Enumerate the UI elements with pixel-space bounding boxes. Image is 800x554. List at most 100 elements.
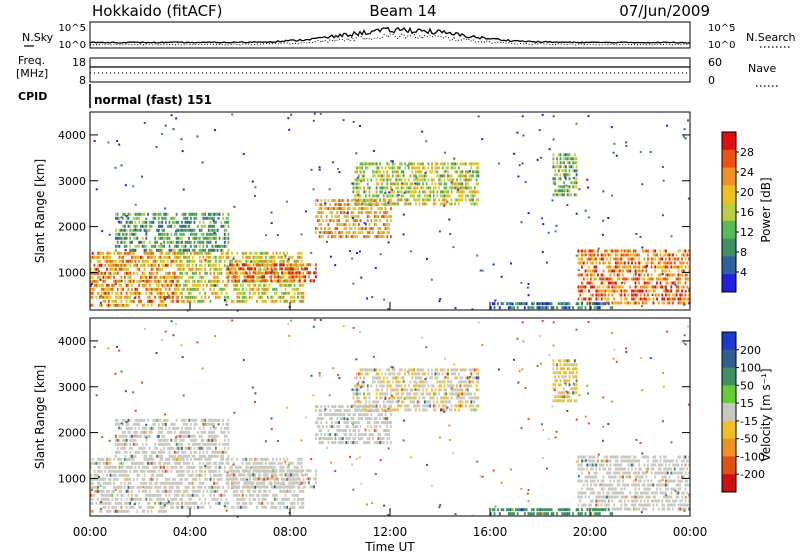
- power-cell: [575, 169, 578, 173]
- velocity-cell: [172, 465, 174, 469]
- power-cell: [522, 302, 524, 306]
- power-cell: [218, 267, 221, 271]
- velocity-cell: [132, 505, 135, 509]
- velocity-cell: [218, 450, 221, 454]
- power-cell: [432, 198, 435, 202]
- power-cell: [509, 302, 512, 306]
- velocity-cell: [213, 477, 215, 481]
- power-cell: [443, 174, 446, 178]
- power-cell: [248, 275, 251, 279]
- velocity-cell: [298, 485, 301, 489]
- power-cell: [252, 259, 255, 263]
- velocity-cell: [145, 497, 148, 501]
- velocity-cell: [275, 469, 278, 473]
- velocity-cell: [104, 481, 107, 485]
- power-cell: [586, 269, 589, 273]
- velocity-cell: [202, 461, 205, 465]
- power-cell: [352, 186, 355, 190]
- power-cell: [170, 232, 173, 236]
- power-cell: [209, 236, 212, 240]
- power-cell: [213, 216, 215, 220]
- colorbar-swatch: [722, 238, 736, 257]
- power-cell: [622, 261, 624, 265]
- velocity-cell: [97, 469, 99, 473]
- power-cell: [584, 297, 587, 301]
- power-cell: [659, 273, 662, 277]
- velocity-cell: [331, 441, 333, 445]
- velocity-cell: [166, 469, 169, 473]
- power-cell: [457, 174, 460, 178]
- power-cell: [650, 273, 653, 277]
- power-cell: [150, 244, 153, 248]
- power-cell: [222, 251, 224, 255]
- power-cell: [293, 279, 296, 283]
- power-cell: [125, 215, 128, 217]
- velocity-cell: [188, 461, 190, 465]
- velocity-cell: [216, 450, 219, 454]
- power-cell: [601, 233, 604, 236]
- power-cell: [272, 299, 274, 303]
- cpid-value: normal (fast) 151: [94, 93, 212, 107]
- power-cell: [418, 178, 421, 182]
- velocity-cell: [325, 413, 328, 417]
- power-cell: [193, 228, 196, 232]
- power-cell: [198, 228, 201, 232]
- velocity-cell: [254, 477, 257, 481]
- power-cell: [463, 190, 465, 194]
- power-cell: [507, 302, 510, 306]
- velocity-cell: [152, 505, 155, 509]
- power-cell: [315, 199, 317, 203]
- power-cell: [306, 263, 308, 267]
- power-cell: [356, 190, 358, 194]
- power-cell: [679, 281, 682, 285]
- power-cell: [573, 161, 576, 165]
- power-cell: [641, 246, 644, 249]
- velocity-cell: [348, 413, 351, 417]
- velocity-cell: [291, 473, 294, 477]
- velocity-cell: [186, 457, 189, 461]
- velocity-cell: [334, 437, 337, 441]
- velocity-cell: [266, 493, 269, 497]
- power-cell: [602, 269, 605, 273]
- power-cell: [263, 251, 265, 255]
- power-cell: [434, 202, 437, 206]
- power-cell: [470, 194, 473, 198]
- power-cell: [590, 253, 592, 257]
- velocity-cell: [138, 446, 140, 450]
- power-cell: [609, 289, 612, 293]
- power-cell: [416, 186, 419, 190]
- power-cell: [300, 263, 303, 267]
- power-cell: [586, 302, 589, 306]
- velocity-cell: [148, 446, 151, 450]
- velocity-cell: [100, 469, 103, 473]
- velocity-cell: [243, 505, 246, 509]
- power-cell: [223, 259, 226, 263]
- power-cell: [281, 279, 283, 283]
- velocity-cell: [127, 477, 130, 481]
- power-cell: [375, 162, 378, 166]
- power-cell: [193, 244, 196, 248]
- power-cell: [595, 306, 598, 310]
- velocity-cell: [122, 465, 124, 469]
- power-cell: [145, 248, 148, 252]
- velocity-cell: [115, 501, 117, 505]
- velocity-cell: [172, 501, 174, 505]
- power-cell: [116, 287, 119, 291]
- power-cell: [106, 287, 108, 291]
- power-cell: [125, 283, 128, 287]
- velocity-cell: [302, 469, 305, 473]
- power-cell: [527, 212, 530, 215]
- power-cell: [122, 216, 124, 220]
- velocity-cell: [223, 505, 226, 509]
- velocity-cell: [313, 485, 315, 489]
- power-cell: [209, 299, 212, 303]
- power-cell: [577, 273, 580, 277]
- velocity-cell: [131, 461, 133, 465]
- power-cell: [107, 299, 110, 303]
- velocity-cell: [181, 469, 183, 473]
- power-cell: [198, 255, 201, 259]
- power-cell: [391, 182, 394, 186]
- power-cell: [270, 299, 273, 303]
- power-cell: [190, 220, 192, 224]
- velocity-cell: [141, 469, 144, 473]
